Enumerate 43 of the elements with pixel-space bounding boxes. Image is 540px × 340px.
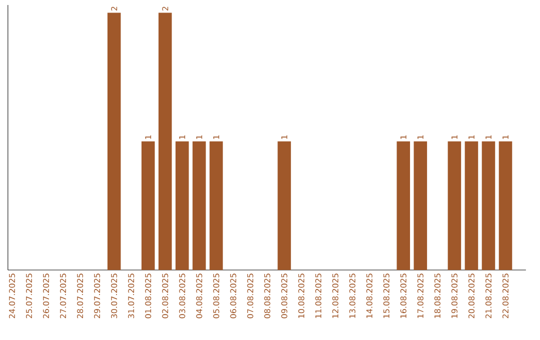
data-label: 1 <box>281 135 288 139</box>
x-tick-label: 06.08.2025 <box>230 274 236 318</box>
data-label: 1 <box>196 135 202 139</box>
x-tick-label: 16.08.2025 <box>400 274 406 318</box>
x-tick-label: 05.08.2025 <box>213 274 220 318</box>
x-tick-label: 02.08.2025 <box>162 274 168 318</box>
data-label: 1 <box>502 135 508 139</box>
x-tick-label: 20.08.2025 <box>468 274 474 318</box>
x-tick-label: 04.08.2025 <box>196 274 202 318</box>
x-tick-label: 21.08.2025 <box>485 274 492 318</box>
x-tick-label: 01.08.2025 <box>145 274 152 318</box>
x-tick-label: 31.07.2025 <box>128 274 134 318</box>
x-tick-label: 18.08.2025 <box>434 274 440 318</box>
x-tick-label: 09.08.2025 <box>281 274 288 318</box>
x-tick-label: 27.07.2025 <box>60 274 66 318</box>
x-tick-label: 13.08.2025 <box>349 274 356 318</box>
x-tick-label: 25.07.2025 <box>26 274 32 318</box>
x-tick-label: 14.08.2025 <box>366 274 372 318</box>
x-tick-label: 07.08.2025 <box>247 274 254 318</box>
data-label: 1 <box>468 135 474 139</box>
x-tick-label: 28.07.2025 <box>77 274 84 318</box>
x-tick-label: 17.08.2025 <box>417 274 424 318</box>
data-label: 2 <box>162 6 168 11</box>
x-tick-label: 11.08.2025 <box>315 274 322 318</box>
data-label: 1 <box>452 135 458 139</box>
x-tick-label: 30.07.2025 <box>111 274 118 318</box>
data-label: 1 <box>145 135 152 139</box>
data-label: 1 <box>400 135 406 139</box>
x-tick-label: 03.08.2025 <box>179 274 186 318</box>
x-tick-label: 22.08.2025 <box>502 274 509 318</box>
x-tick-label: 15.08.2025 <box>383 274 390 318</box>
x-tick-label: 19.08.2025 <box>451 274 458 318</box>
x-tick-label: 08.08.2025 <box>264 274 270 318</box>
data-label: 1 <box>486 135 492 139</box>
data-label: 2 <box>111 6 118 11</box>
x-tick-label: 10.08.2025 <box>298 274 304 318</box>
data-label: 1 <box>179 135 186 139</box>
x-tick-label: 24.07.2025 <box>8 274 16 318</box>
x-tick-label: 26.07.2025 <box>43 274 50 318</box>
data-label: 1 <box>213 135 220 139</box>
x-tick-label: 29.07.2025 <box>94 274 100 318</box>
x-tick-label: 12.08.2025 <box>332 274 338 318</box>
data-label: 1 <box>417 135 424 139</box>
